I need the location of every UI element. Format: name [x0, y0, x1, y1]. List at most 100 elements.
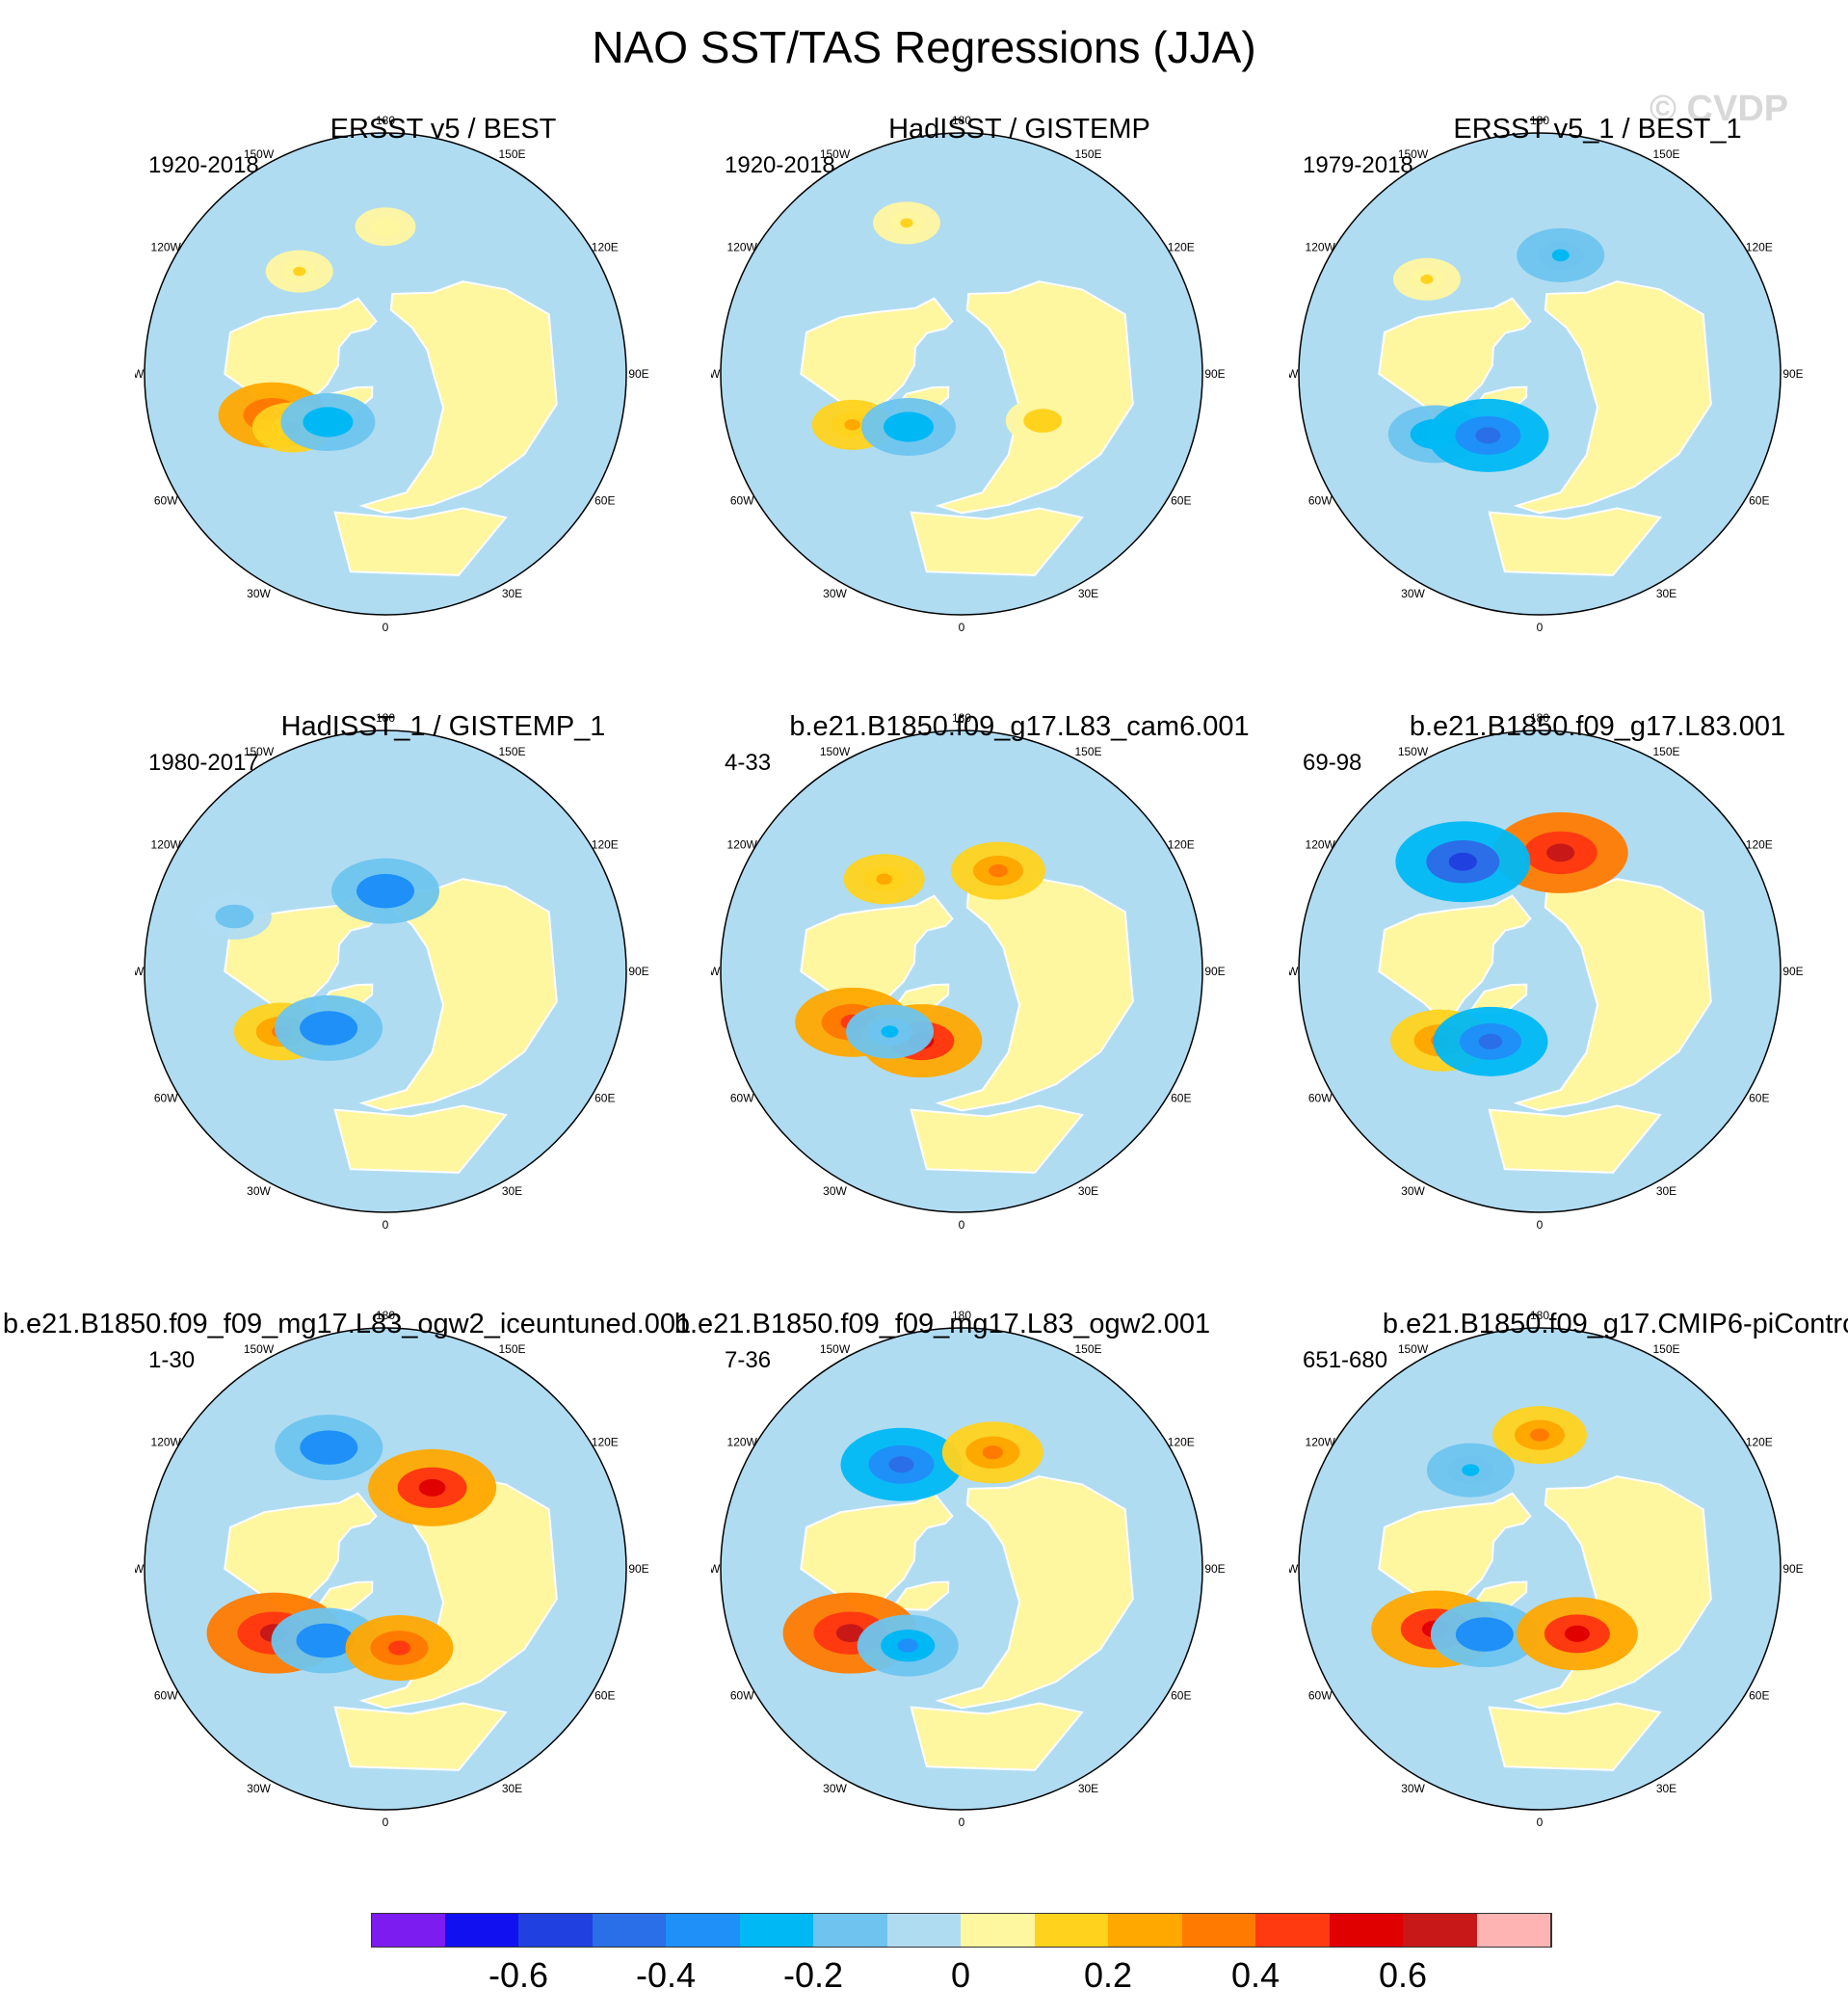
colorbar-cell: [1255, 1913, 1331, 1947]
panel-title: ERSST v5 / BEST: [330, 114, 557, 145]
anomaly-peak: [876, 873, 892, 886]
longitude-label: 30W: [247, 1184, 271, 1198]
longitude-label: 60E: [594, 494, 615, 508]
map-border: [720, 1327, 1203, 1811]
ocean-background: [145, 1328, 626, 1810]
map-field: [1299, 133, 1781, 615]
anomaly-peak: [1551, 249, 1570, 262]
colorbar-label: 0.6: [1378, 1955, 1428, 1995]
polar-map: 180 150E 120E 90E 60E 30E 0 30W 60W 90W 120W 150W: [711, 711, 1226, 1232]
ocean-background: [721, 730, 1202, 1212]
land-region: [910, 1104, 1084, 1174]
map-field: [1299, 1328, 1781, 1810]
panel-years: 7-36: [725, 1347, 772, 1373]
longitude-label: 30E: [1078, 587, 1098, 600]
longitude-label: 60W: [154, 1689, 178, 1703]
colorbar-cell: [961, 1913, 1036, 1947]
land-region: [358, 280, 558, 515]
anomaly-peak: [899, 420, 918, 434]
longitude-label: 60W: [154, 494, 178, 508]
longitude-label: 120W: [727, 838, 758, 852]
ocean-background: [145, 730, 626, 1212]
map-border: [144, 132, 627, 616]
longitude-label: 30E: [1656, 1782, 1676, 1795]
land-region: [1488, 507, 1662, 576]
panel-title: b.e21.B1850.f09_g17.CMIP6-piControl.001: [1382, 1309, 1848, 1339]
colorbar-cell: [592, 1913, 667, 1947]
longitude-label: 0: [383, 621, 389, 634]
longitude-label: 60W: [1308, 494, 1333, 508]
anomaly-peak: [897, 1638, 918, 1653]
map-panel: 180 150E 120E 90E 60E 30E 0 30W 60W 90W 120W 150W ER…: [1289, 114, 1848, 692]
longitude-label: 180: [1530, 711, 1549, 725]
longitude-label: 0: [1537, 621, 1544, 634]
longitude-label: 0: [959, 621, 965, 634]
map-field: [145, 1328, 626, 1810]
longitude-label: 90E: [1204, 965, 1225, 978]
colorbar-cell: [813, 1913, 888, 1947]
ocean-background: [721, 133, 1202, 615]
longitude-label: 60E: [594, 1092, 615, 1105]
polar-map: 180 150E 120E 90E 60E 30E 0 30W 60W 90W 120W 150W: [711, 114, 1226, 634]
colorbar-cell: [1108, 1913, 1183, 1947]
longitude-label: 120W: [151, 838, 182, 852]
longitude-label: 0: [959, 1816, 965, 1829]
longitude-label: 90W: [135, 965, 145, 978]
longitude-label: 180: [952, 711, 971, 725]
colorbar-label: 0: [950, 1955, 971, 1995]
map-border: [1298, 729, 1782, 1213]
longitude-label: 90W: [135, 1562, 145, 1576]
anomaly-peak: [1475, 427, 1501, 444]
longitude-label: 30W: [823, 1782, 847, 1795]
longitude-label: 90W: [1289, 965, 1299, 978]
land-region: [935, 1475, 1134, 1710]
longitude-label: 30W: [823, 1184, 847, 1198]
map-field: [145, 730, 626, 1212]
longitude-label: 60E: [1749, 1689, 1769, 1703]
longitude-label: 30W: [1401, 1184, 1425, 1198]
map-border: [144, 729, 627, 1213]
colorbar-cell: [518, 1913, 594, 1947]
anomaly-peak: [318, 415, 338, 429]
map-panel: 180 150E 120E 90E 60E 30E 0 30W 60W 90W 120W 150W b.…: [3, 1309, 752, 1887]
longitude-label: 150W: [1398, 745, 1429, 758]
map-border: [1298, 1327, 1782, 1811]
map-field: [145, 133, 626, 615]
longitude-label: 60E: [594, 1689, 615, 1703]
anomaly-peak: [844, 419, 860, 431]
longitude-label: 0: [959, 1218, 965, 1232]
map-panel: 180 150E 120E 90E 60E 30E 0 30W 60W 90W 120W 150W b.…: [1289, 711, 1848, 1289]
longitude-label: 120W: [1306, 1436, 1336, 1449]
map-panel: 180 150E 120E 90E 60E 30E 0 30W 60W 90W 120W 150W ER…: [135, 114, 752, 692]
panel-years: 1980-2017: [148, 750, 259, 776]
panel-title: ERSST v5_1 / BEST_1: [1453, 114, 1742, 145]
longitude-label: 60W: [1308, 1689, 1333, 1703]
longitude-label: 150W: [820, 1342, 851, 1356]
longitude-label: 30E: [1656, 587, 1676, 600]
cvdp-watermark: © CVDP: [1650, 89, 1789, 129]
longitude-label: 150E: [498, 1342, 525, 1356]
longitude-label: 120E: [1168, 838, 1195, 852]
map-panel: 180 150E 120E 90E 60E 30E 0 30W 60W 90W 120W 150W b.…: [711, 711, 1328, 1289]
polar-map: 180 150E 120E 90E 60E 30E 0 30W 60W 90W 120W 150W: [135, 114, 649, 634]
longitude-label: 120E: [592, 241, 619, 254]
anomaly-peak: [317, 1021, 340, 1036]
panel-years: 1-30: [148, 1347, 196, 1373]
longitude-label: 30E: [502, 1782, 522, 1795]
anomaly-peak: [1546, 843, 1575, 862]
longitude-label: 150E: [498, 745, 525, 758]
land-region: [333, 507, 508, 576]
longitude-label: 120W: [151, 241, 182, 254]
longitude-label: 150E: [1652, 147, 1679, 161]
panel-title: HadISST_1 / GISTEMP_1: [280, 711, 606, 742]
longitude-label: 30W: [823, 587, 847, 600]
panel-title: HadISST / GISTEMP: [888, 114, 1150, 145]
longitude-label: 60E: [1749, 1092, 1769, 1105]
map-panel: 180 150E 120E 90E 60E 30E 0 30W 60W 90W 120W 150W b.…: [674, 1309, 1328, 1887]
anomaly-peak: [388, 1640, 410, 1656]
longitude-label: 30E: [502, 1184, 522, 1198]
longitude-label: 30W: [247, 1782, 271, 1795]
polar-map: 180 150E 120E 90E 60E 30E 0 30W 60W 90W 120W 150W: [711, 1309, 1226, 1829]
colorbar-cell: [666, 1913, 741, 1947]
colorbar-cell: [371, 1913, 446, 1947]
